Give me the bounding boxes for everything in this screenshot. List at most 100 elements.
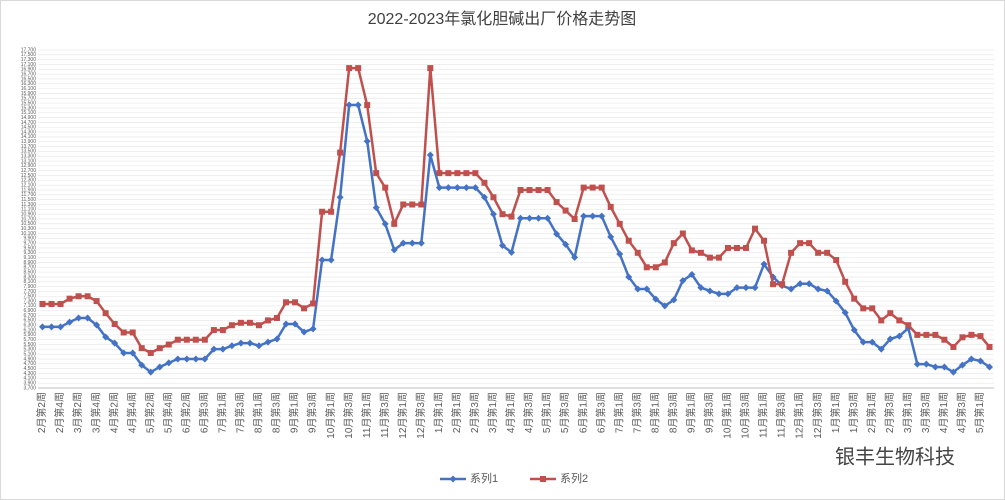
- x-tick-label: 1月第1周: [432, 392, 445, 433]
- y-tick-label: 10,700: [21, 216, 37, 222]
- data-point: [201, 355, 209, 363]
- x-tick-label: 7月第3周: [234, 392, 247, 433]
- y-tick-label: 4,100: [23, 376, 36, 382]
- y-tick-label: 10,300: [21, 226, 37, 232]
- y-tick-label: 13,300: [21, 154, 37, 160]
- data-point: [625, 237, 632, 244]
- data-point: [274, 314, 280, 321]
- data-point: [57, 300, 64, 307]
- x-tick-label: 3月第4周: [89, 392, 102, 433]
- data-point: [580, 212, 588, 220]
- y-tick-label: 10,900: [21, 211, 37, 217]
- data-point: [562, 207, 569, 214]
- y-tick-label: 11,300: [21, 202, 36, 208]
- data-point: [345, 101, 353, 109]
- data-point: [706, 287, 714, 295]
- data-point: [823, 287, 831, 295]
- y-tick-label: 17,700: [21, 47, 37, 53]
- data-point: [174, 355, 182, 363]
- data-point: [228, 322, 235, 329]
- data-point: [463, 170, 470, 177]
- y-tick-label: 8,100: [23, 279, 36, 285]
- data-point: [111, 321, 118, 328]
- y-tick-label: 16,700: [21, 71, 37, 77]
- data-point: [264, 317, 271, 324]
- data-point: [93, 321, 101, 329]
- x-tick-label: 3月第2周: [71, 392, 84, 433]
- data-point: [147, 349, 154, 356]
- data-point: [806, 240, 813, 247]
- y-tick-label: 17,100: [21, 62, 37, 68]
- legend-marker: [449, 475, 457, 483]
- x-tick-label: 4月第1周: [937, 392, 950, 433]
- data-point: [210, 345, 218, 353]
- data-point: [219, 345, 227, 353]
- data-point: [661, 259, 668, 266]
- y-tick-label: 13,100: [21, 158, 37, 164]
- data-point: [851, 295, 858, 302]
- data-point: [391, 220, 398, 227]
- data-point: [697, 284, 705, 292]
- data-point: [507, 248, 515, 256]
- y-tick-label: 5,700: [23, 337, 36, 343]
- data-point: [381, 220, 389, 228]
- x-tick-label: 5月第2周: [143, 392, 156, 433]
- legend-label: 系列1: [470, 471, 498, 485]
- data-point: [752, 225, 758, 232]
- data-point: [400, 201, 407, 208]
- data-point: [679, 277, 687, 285]
- data-point: [742, 284, 750, 292]
- data-point: [643, 264, 650, 271]
- data-point: [842, 278, 849, 285]
- data-point: [941, 336, 948, 343]
- data-point: [183, 355, 191, 363]
- y-tick-label: 12,500: [21, 173, 37, 179]
- data-point: [508, 213, 515, 220]
- data-point: [319, 208, 326, 215]
- data-point: [355, 65, 362, 72]
- y-tick-label: 6,500: [23, 318, 36, 324]
- y-tick-label: 4,500: [23, 366, 36, 372]
- y-tick-label: 5,100: [23, 352, 36, 358]
- x-tick-label: 4月第3周: [955, 392, 968, 433]
- data-point: [75, 314, 83, 322]
- series-line: [42, 66, 991, 355]
- y-tick-label: 9,900: [23, 236, 36, 242]
- data-point: [571, 253, 579, 261]
- data-point: [462, 184, 470, 192]
- y-tick-label: 11,100: [21, 207, 36, 213]
- data-point: [913, 360, 921, 368]
- data-point: [292, 299, 299, 306]
- y-tick-label: 14,300: [21, 129, 37, 135]
- data-point: [489, 210, 497, 218]
- data-point: [841, 309, 849, 317]
- y-tick-label: 11,900: [21, 187, 36, 193]
- data-point: [958, 361, 966, 369]
- y-tick-label: 3,700: [23, 385, 36, 391]
- data-point: [833, 257, 840, 264]
- x-tick-label: 1月第3周: [847, 392, 860, 433]
- y-tick-label: 8,500: [23, 269, 36, 275]
- data-point: [697, 249, 704, 256]
- legend-label: 系列2: [560, 471, 588, 485]
- data-point: [616, 220, 623, 227]
- data-point: [787, 285, 795, 293]
- data-point: [526, 214, 534, 222]
- x-tick-label: 2月第2周: [35, 392, 48, 433]
- data-point: [436, 170, 443, 177]
- data-point: [985, 363, 993, 371]
- y-tick-label: 6,700: [23, 313, 36, 319]
- data-point: [147, 368, 155, 376]
- data-point: [589, 212, 597, 220]
- data-point: [535, 187, 542, 194]
- data-point: [878, 317, 885, 324]
- y-tick-label: 11,700: [21, 192, 36, 198]
- data-point: [905, 322, 912, 329]
- data-point: [751, 284, 759, 292]
- x-tick-label: 7月第3周: [630, 392, 643, 433]
- data-point: [931, 363, 939, 371]
- data-point: [815, 249, 822, 256]
- data-point: [354, 101, 362, 109]
- y-tick-label: 15,700: [21, 96, 37, 102]
